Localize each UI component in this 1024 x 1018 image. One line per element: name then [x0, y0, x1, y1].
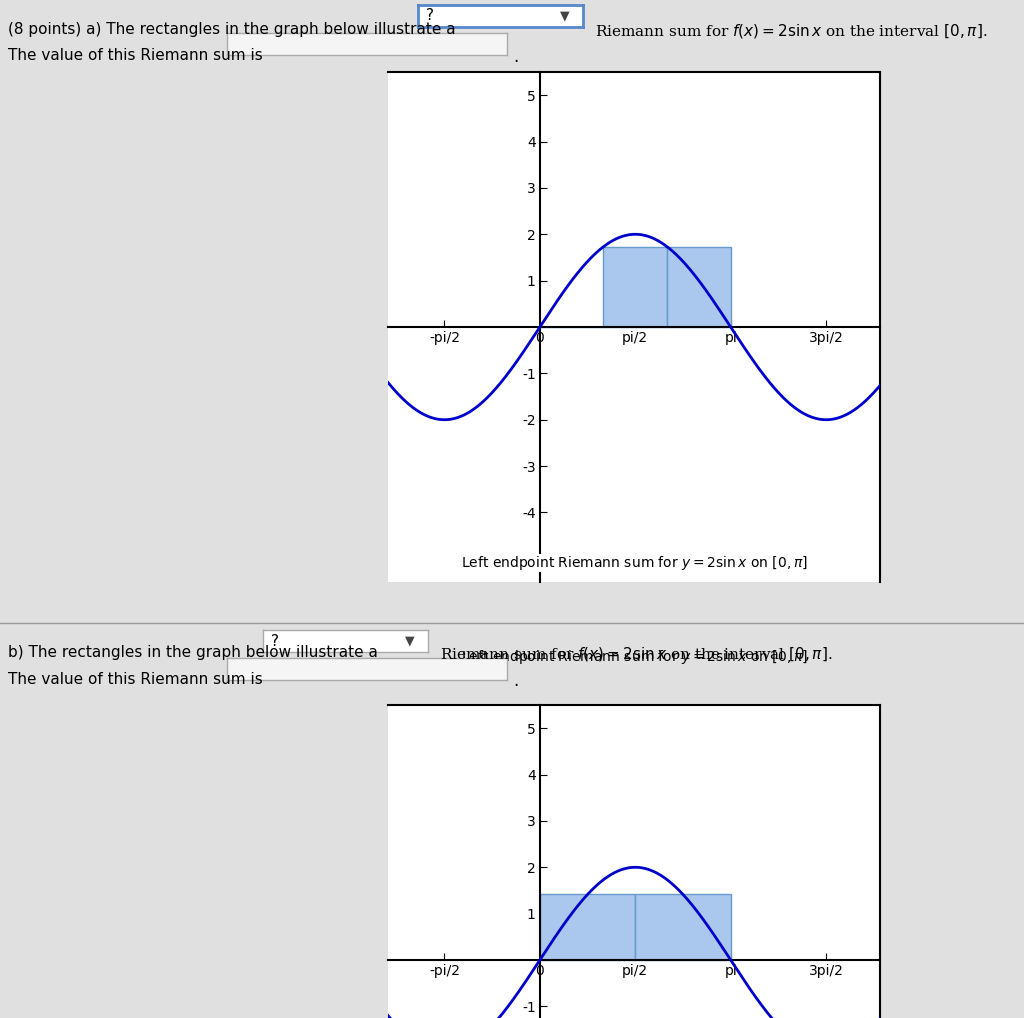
- Text: The value of this Riemann sum is: The value of this Riemann sum is: [8, 48, 263, 63]
- Text: The value of this Riemann sum is: The value of this Riemann sum is: [8, 672, 263, 687]
- Bar: [603, 246, 667, 327]
- Text: .: .: [513, 672, 518, 690]
- Bar: [635, 895, 731, 960]
- Text: b) The rectangles in the graph below illustrate a: b) The rectangles in the graph below ill…: [8, 645, 378, 660]
- Bar: [540, 895, 635, 960]
- Text: Left endpoint Riemann sum for $y = 2 \sin x$ on $[0, \pi]$: Left endpoint Riemann sum for $y = 2 \si…: [461, 554, 808, 572]
- Text: Riemann sum for $f(x) = 2\sin x$ on the interval $[0, \pi]$.: Riemann sum for $f(x) = 2\sin x$ on the …: [440, 645, 833, 663]
- Text: ▼: ▼: [560, 9, 569, 22]
- Text: ?: ?: [271, 633, 280, 648]
- Text: Riemann sum for $f(x) = 2\sin x$ on the interval $[0, \pi]$.: Riemann sum for $f(x) = 2\sin x$ on the …: [595, 22, 987, 40]
- Text: (8 points) a) The rectangles in the graph below illustrate a: (8 points) a) The rectangles in the grap…: [8, 22, 456, 37]
- Text: Left endpoint Riemann sum for $y = 2 \sin x$ on $[0, \pi]$: Left endpoint Riemann sum for $y = 2 \si…: [461, 648, 808, 667]
- Bar: [667, 246, 731, 327]
- Text: ?: ?: [426, 8, 434, 23]
- Text: ▼: ▼: [406, 634, 415, 647]
- Text: .: .: [513, 48, 518, 66]
